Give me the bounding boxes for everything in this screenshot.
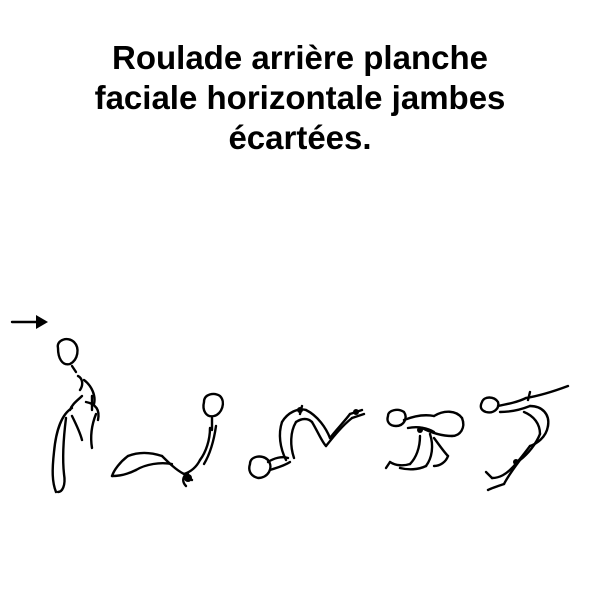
- direction-arrow-icon: [10, 315, 48, 329]
- title-line-1: Roulade arrière planche: [112, 39, 488, 76]
- stage-rolling-back-figure: [248, 404, 366, 480]
- stage-standing-figure: [51, 337, 100, 494]
- exercise-title: Roulade arrière planche faciale horizont…: [0, 38, 600, 158]
- stage-inverted-tuck-figure: [384, 408, 465, 471]
- title-line-3: écartées.: [228, 119, 372, 156]
- stage-horizontal-plank-figure: [479, 384, 570, 492]
- title-line-2: faciale horizontale jambes: [94, 79, 506, 116]
- stage-sitting-back-figure: [110, 392, 225, 488]
